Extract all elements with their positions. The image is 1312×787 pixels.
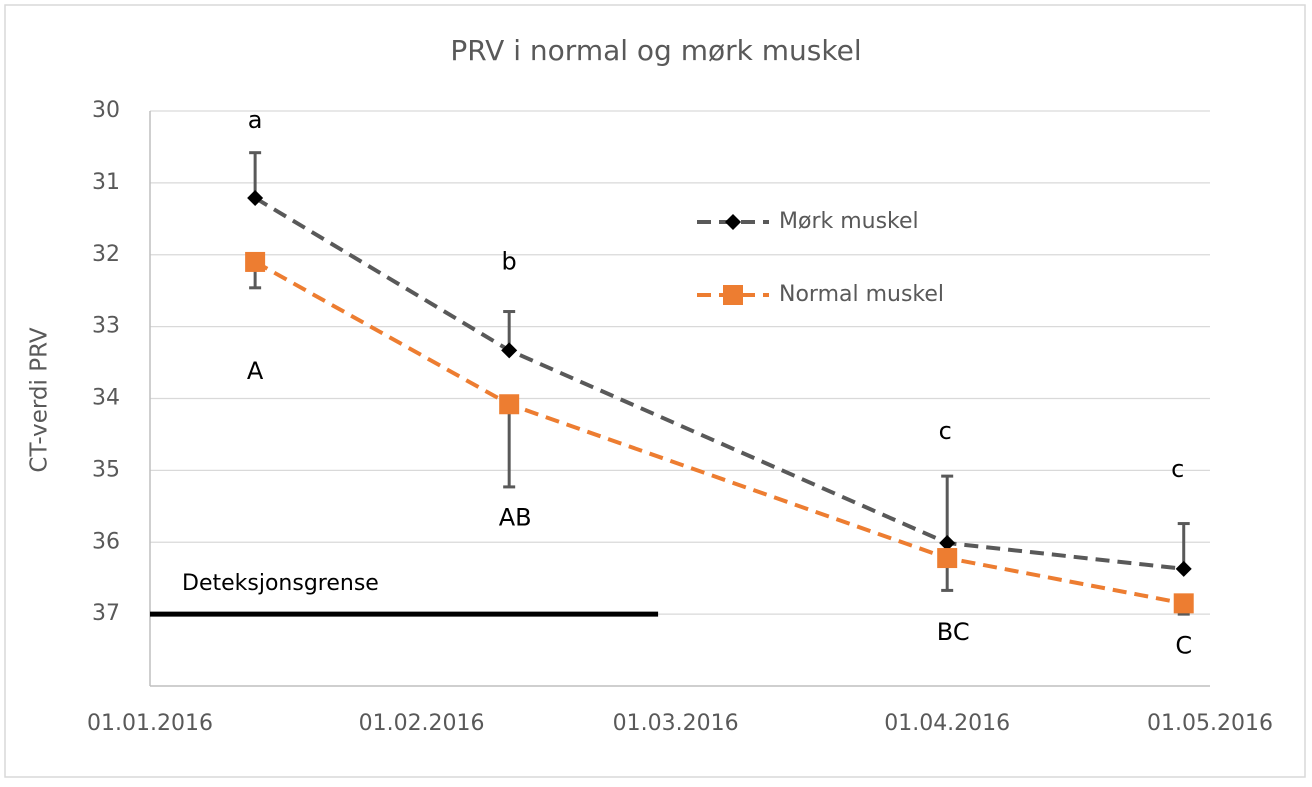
group-label: AB <box>499 503 532 531</box>
y-tick-label: 30 <box>92 98 120 123</box>
marker <box>937 548 958 569</box>
marker <box>245 251 266 272</box>
legend-marker <box>723 285 743 305</box>
group-label: b <box>502 247 517 275</box>
y-tick-label: 33 <box>92 314 120 339</box>
marker <box>501 342 518 359</box>
series-line <box>254 260 1185 606</box>
y-tick-label: 35 <box>92 457 120 482</box>
legend-marker <box>725 214 741 230</box>
chart-frame <box>4 4 1306 778</box>
marker <box>1173 593 1194 614</box>
y-tick-label: 36 <box>92 529 120 554</box>
marker <box>1175 560 1192 577</box>
x-tick-label: 01.03.2016 <box>613 711 739 736</box>
y-tick-label: 34 <box>92 386 120 411</box>
group-label: c <box>939 417 952 445</box>
legend-label: Mørk muskel <box>779 209 919 234</box>
y-tick-label: 37 <box>92 601 120 626</box>
group-label: a <box>248 106 263 134</box>
x-tick-label: 01.01.2016 <box>87 711 213 736</box>
group-label: BC <box>937 618 970 646</box>
group-label: A <box>247 357 264 385</box>
group-label: C <box>1175 631 1192 659</box>
y-tick-label: 32 <box>92 242 120 267</box>
x-tick-label: 01.05.2016 <box>1147 711 1273 736</box>
marker <box>247 189 264 206</box>
marker <box>939 534 956 551</box>
chart-title: PRV i normal og mørk muskel <box>450 34 861 67</box>
series-line <box>254 196 1184 571</box>
legend-label: Normal muskel <box>779 282 944 307</box>
y-axis-label: CT-verdi PRV <box>27 327 53 472</box>
group-label: c <box>1171 455 1184 483</box>
x-tick-label: 01.04.2016 <box>884 711 1010 736</box>
y-tick-label: 31 <box>92 170 120 195</box>
reference-label: Deteksjonsgrense <box>182 571 379 596</box>
x-tick-label: 01.02.2016 <box>359 711 485 736</box>
marker <box>499 394 520 415</box>
